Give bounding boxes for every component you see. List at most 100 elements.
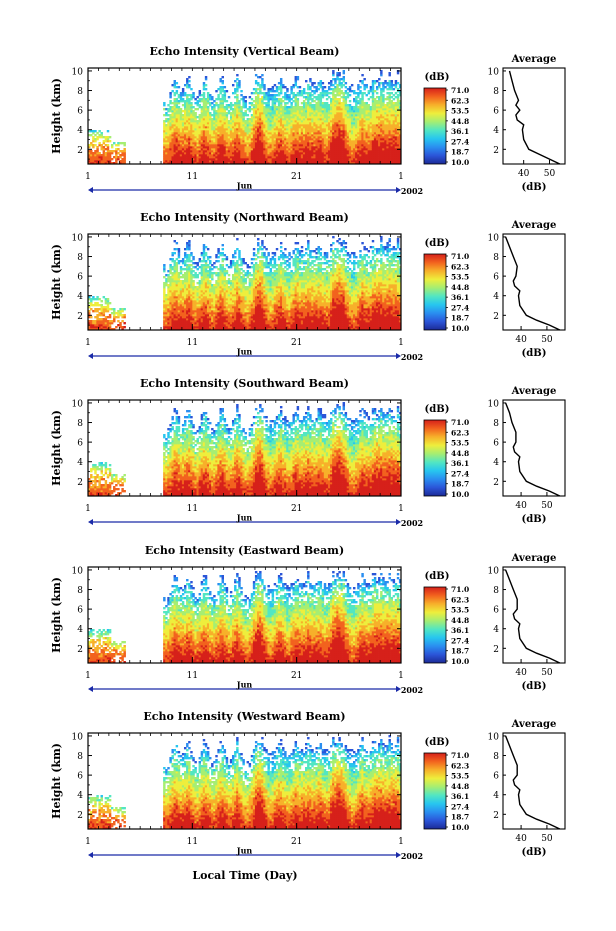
heatmap-cell <box>190 280 192 282</box>
heatmap-cell <box>98 308 100 310</box>
heatmap-cell <box>267 126 269 128</box>
heatmap-cell <box>355 148 357 150</box>
heatmap-cell <box>263 98 265 100</box>
heatmap-cell <box>334 80 336 82</box>
heatmap-cell <box>318 84 320 86</box>
heatmap-cell <box>186 306 188 308</box>
heatmap-cell <box>190 304 192 306</box>
heatmap-cell <box>343 70 345 72</box>
heatmap-cell <box>224 124 226 126</box>
heatmap-cell <box>171 142 173 144</box>
heatmap-cell <box>253 152 255 154</box>
heatmap-cell <box>178 118 180 120</box>
heatmap-cell <box>257 156 259 158</box>
heatmap-cell <box>347 136 349 138</box>
heatmap-cell <box>247 158 249 160</box>
heatmap-cell <box>336 130 338 132</box>
heatmap-cell <box>205 124 207 126</box>
heatmap-cell <box>359 128 361 130</box>
heatmap-cell <box>303 144 305 146</box>
heatmap-cell <box>261 130 263 132</box>
heatmap-cell <box>109 158 111 160</box>
heatmap-cell <box>186 134 188 136</box>
heatmap-cell <box>219 90 221 92</box>
heatmap-cell <box>376 152 378 154</box>
heatmap-cell <box>295 80 297 82</box>
heatmap-cell <box>353 156 355 158</box>
heatmap-cell <box>178 284 180 286</box>
heatmap-cell <box>232 120 234 122</box>
heatmap-cell <box>192 130 194 132</box>
heatmap-cell <box>388 116 390 118</box>
heatmap-cell <box>290 118 292 120</box>
heatmap-cell <box>257 88 259 90</box>
heatmap-cell <box>167 104 169 106</box>
heatmap-cell <box>276 132 278 134</box>
heatmap-cell <box>395 124 397 126</box>
heatmap-cell <box>282 120 284 122</box>
heatmap-cell <box>357 122 359 124</box>
heatmap-cell <box>253 124 255 126</box>
heatmap-cell <box>351 108 353 110</box>
heatmap-cell <box>278 156 280 158</box>
heatmap-cell <box>219 88 221 90</box>
heatmap-cell <box>284 120 286 122</box>
heatmap-cell <box>366 134 368 136</box>
heatmap-cell <box>105 300 107 302</box>
heatmap-cell <box>197 144 199 146</box>
heatmap-cell <box>334 152 336 154</box>
heatmap-cell <box>182 282 184 284</box>
heatmap-cell <box>242 100 244 102</box>
heatmap-cell <box>297 114 299 116</box>
heatmap-cell <box>107 136 109 138</box>
heatmap-cell <box>301 146 303 148</box>
heatmap-cell <box>96 304 98 306</box>
heatmap-cell <box>105 144 107 146</box>
heatmap-cell <box>280 106 282 108</box>
heatmap-cell <box>336 86 338 88</box>
heatmap-cell <box>280 138 282 140</box>
heatmap-cell <box>347 94 349 96</box>
heatmap-cell <box>351 126 353 128</box>
heatmap-cell <box>366 130 368 132</box>
heatmap-cell <box>92 140 94 142</box>
heatmap-cell <box>280 100 282 102</box>
heatmap-cell <box>199 122 201 124</box>
heatmap-cell <box>393 140 395 142</box>
heatmap-cell <box>186 316 188 318</box>
heatmap-cell <box>361 148 363 150</box>
heatmap-cell <box>332 118 334 120</box>
heatmap-cell <box>242 132 244 134</box>
heatmap-cell <box>336 136 338 138</box>
heatmap-cell <box>182 300 184 302</box>
heatmap-cell <box>322 142 324 144</box>
heatmap-cell <box>286 144 288 146</box>
heatmap-cell <box>351 138 353 140</box>
heatmap-cell <box>253 126 255 128</box>
heatmap-cell <box>391 154 393 156</box>
heatmap-cell <box>257 146 259 148</box>
heatmap-cell <box>276 142 278 144</box>
heatmap-cell <box>167 146 169 148</box>
heatmap-cell <box>213 158 215 160</box>
heatmap-cell <box>324 110 326 112</box>
heatmap-cell <box>292 140 294 142</box>
heatmap-cell <box>315 86 317 88</box>
heatmap-cell <box>349 122 351 124</box>
heatmap-cell <box>320 138 322 140</box>
heatmap-cell <box>259 84 261 86</box>
heatmap-cell <box>353 122 355 124</box>
heatmap-cell <box>180 142 182 144</box>
heatmap-cell <box>372 136 374 138</box>
heatmap-cell <box>267 158 269 160</box>
heatmap-cell <box>182 304 184 306</box>
heatmap-cell <box>386 128 388 130</box>
heatmap-cell <box>303 160 305 162</box>
heatmap-cell <box>255 112 257 114</box>
heatmap-cell <box>234 134 236 136</box>
heatmap-cell <box>382 84 384 86</box>
heatmap-cell <box>305 134 307 136</box>
heatmap-cell <box>307 148 309 150</box>
heatmap-cell <box>186 286 188 288</box>
heatmap-cell <box>393 152 395 154</box>
